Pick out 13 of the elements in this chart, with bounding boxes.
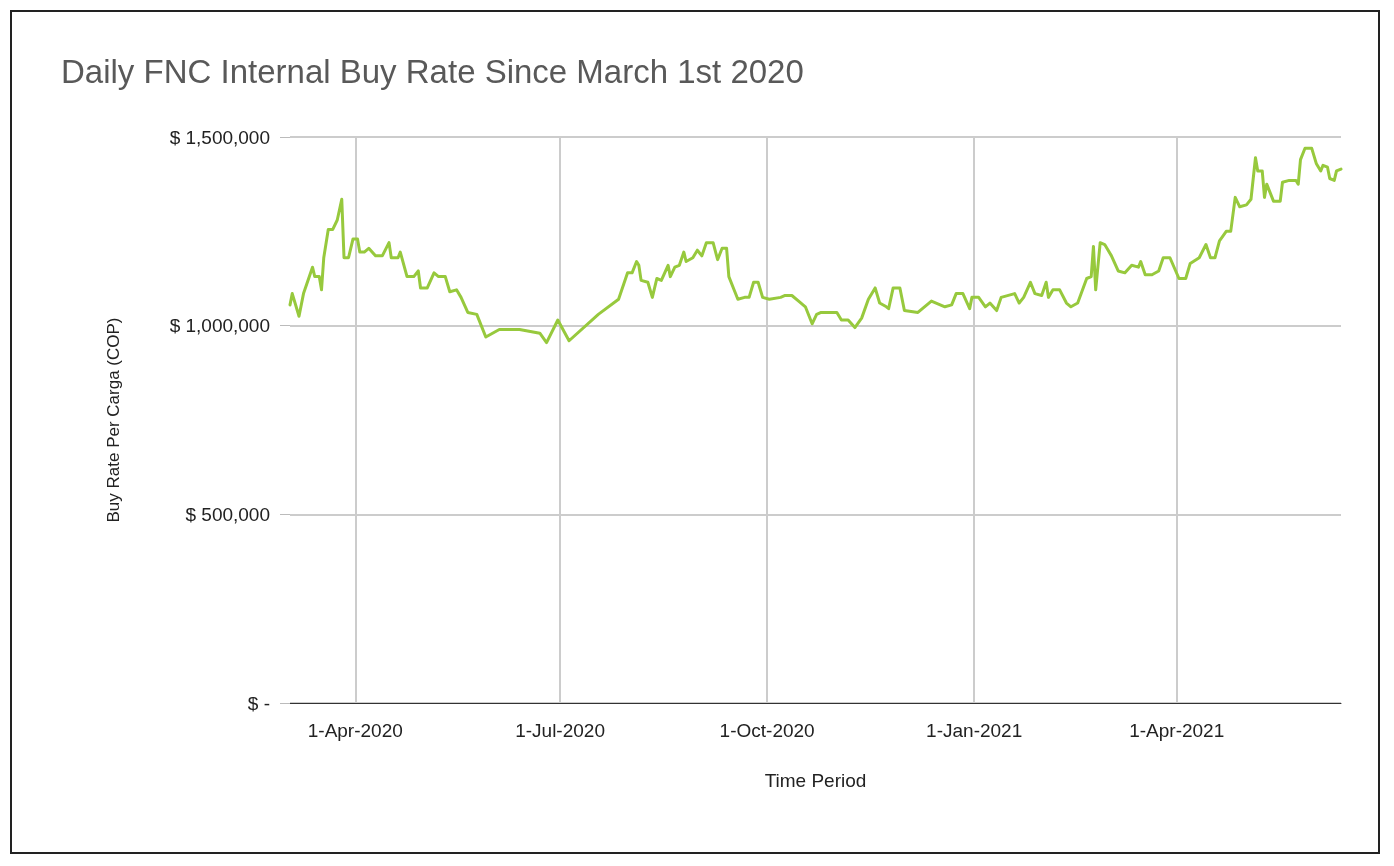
chart-title: Daily FNC Internal Buy Rate Since March 1st 2020 xyxy=(61,53,804,90)
x-tick-label: 1-Apr-2020 xyxy=(307,720,403,741)
y-axis-title: Buy Rate Per Carga (COP) xyxy=(104,317,123,523)
x-axis-title: Time Period xyxy=(764,770,867,791)
x-tick-label: 1-Jan-2021 xyxy=(926,720,1023,741)
x-tick-label: 1-Oct-2020 xyxy=(719,720,815,741)
x-tick-label: 1-Apr-2021 xyxy=(1129,720,1225,741)
y-tick-label: $ - xyxy=(247,692,270,714)
x-tick-label: 1-Jul-2020 xyxy=(515,720,605,741)
y-tick-label: $ 500,000 xyxy=(185,503,270,525)
y-tick-label: $ 1,500,000 xyxy=(169,126,270,148)
y-tick-label: $ 1,000,000 xyxy=(169,315,270,337)
line-series xyxy=(288,146,1343,345)
